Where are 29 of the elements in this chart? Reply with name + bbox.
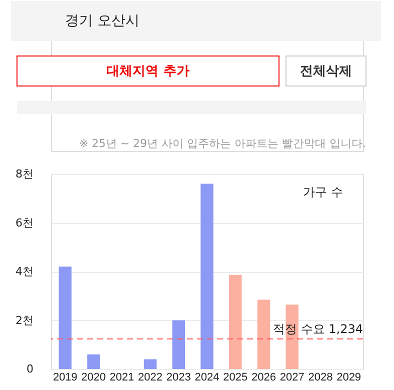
- text: 전체삭제: [300, 64, 352, 79]
- x-tick-label: 2029: [336, 372, 362, 384]
- annotation: 가구 수: [303, 185, 343, 199]
- x-tick-label: 2020: [81, 372, 106, 384]
- x-tick-label: 2026: [251, 372, 276, 384]
- x-tick-label: 2021: [110, 372, 134, 384]
- x-tick-label: 2024: [194, 372, 220, 384]
- x-tick-label: 2022: [138, 372, 163, 384]
- y-tick-label: 6천: [16, 216, 34, 230]
- x-tick-label: 2027: [280, 372, 304, 384]
- y-tick-label: 4천: [16, 265, 34, 278]
- bar: [144, 359, 157, 369]
- text: ※ 25년 ~ 29년 사이 입주하는 아파트는 빨간막대 입니다.: [79, 137, 366, 150]
- ref-line-label: 적정 수요 1,234: [273, 322, 363, 336]
- text: 경기 오산시: [65, 13, 140, 29]
- x-tick-label: 2019: [52, 372, 78, 384]
- bar: [172, 320, 186, 369]
- bar: [58, 266, 72, 369]
- bar: [257, 300, 270, 369]
- bar: [87, 354, 100, 369]
- y-tick-label: 0: [26, 362, 34, 376]
- y-tick-label: 8천: [16, 168, 34, 180]
- y-tick-label: 2천: [16, 314, 34, 327]
- text: 대체지역 추가: [106, 64, 190, 79]
- x-tick-label: 2023: [166, 372, 191, 384]
- bar: [200, 184, 214, 369]
- x-tick-label: 2025: [223, 372, 248, 384]
- bar: [228, 274, 242, 369]
- x-tick-label: 2028: [308, 372, 333, 384]
